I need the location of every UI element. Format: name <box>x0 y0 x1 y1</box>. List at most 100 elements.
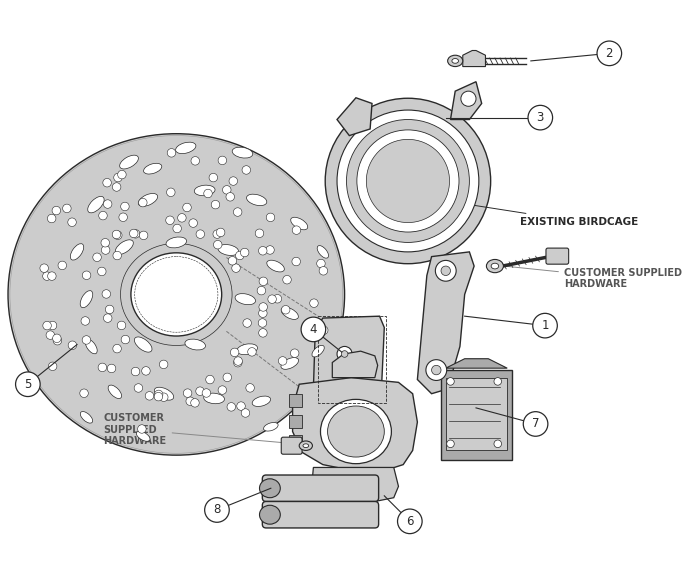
Text: CUSTOMER
SUPPLIED
HARDWARE: CUSTOMER SUPPLIED HARDWARE <box>104 413 293 446</box>
Circle shape <box>292 257 300 266</box>
Circle shape <box>53 336 62 345</box>
Ellipse shape <box>246 194 267 205</box>
Circle shape <box>266 213 274 222</box>
Text: 7: 7 <box>532 418 539 431</box>
Ellipse shape <box>260 479 280 498</box>
Circle shape <box>223 185 231 194</box>
Circle shape <box>273 295 281 303</box>
Circle shape <box>113 251 122 260</box>
Circle shape <box>204 189 212 198</box>
Circle shape <box>211 200 220 209</box>
Ellipse shape <box>452 59 458 63</box>
Circle shape <box>232 264 240 273</box>
Circle shape <box>107 364 116 373</box>
Circle shape <box>242 166 251 174</box>
Circle shape <box>102 246 110 254</box>
Ellipse shape <box>299 441 312 451</box>
Circle shape <box>82 336 91 344</box>
Circle shape <box>186 397 195 406</box>
Circle shape <box>292 226 301 234</box>
Bar <box>446 378 508 451</box>
Circle shape <box>447 440 454 448</box>
Ellipse shape <box>237 344 258 354</box>
Circle shape <box>309 299 318 307</box>
Text: 3: 3 <box>537 111 544 124</box>
Circle shape <box>241 409 250 417</box>
Bar <box>441 370 512 460</box>
Circle shape <box>301 317 326 342</box>
Circle shape <box>113 174 122 182</box>
Circle shape <box>58 261 66 270</box>
Circle shape <box>258 246 267 255</box>
Ellipse shape <box>337 110 479 252</box>
Circle shape <box>132 367 140 376</box>
Circle shape <box>189 219 197 228</box>
Bar <box>289 435 302 448</box>
Circle shape <box>52 334 61 343</box>
Circle shape <box>234 358 242 367</box>
Ellipse shape <box>281 307 298 319</box>
Ellipse shape <box>88 196 104 213</box>
Circle shape <box>216 228 225 237</box>
Ellipse shape <box>235 294 256 304</box>
Circle shape <box>256 229 264 237</box>
Circle shape <box>40 264 48 273</box>
Circle shape <box>145 391 154 400</box>
Circle shape <box>597 41 622 65</box>
Circle shape <box>118 170 126 179</box>
Circle shape <box>258 309 267 318</box>
Circle shape <box>432 365 441 375</box>
Ellipse shape <box>154 387 174 400</box>
Ellipse shape <box>303 444 309 448</box>
Circle shape <box>183 203 191 212</box>
Circle shape <box>48 362 57 370</box>
Circle shape <box>62 204 71 213</box>
Polygon shape <box>293 378 417 472</box>
Circle shape <box>104 314 112 323</box>
Circle shape <box>104 200 112 208</box>
Circle shape <box>319 326 328 335</box>
Circle shape <box>230 348 239 357</box>
Circle shape <box>233 208 242 216</box>
Circle shape <box>113 183 121 191</box>
Circle shape <box>196 230 204 238</box>
Polygon shape <box>417 252 474 394</box>
Ellipse shape <box>108 385 122 398</box>
Circle shape <box>167 188 175 196</box>
Polygon shape <box>332 351 378 378</box>
Circle shape <box>257 286 265 295</box>
Circle shape <box>132 229 140 238</box>
Circle shape <box>160 360 168 369</box>
Circle shape <box>223 373 232 382</box>
Circle shape <box>191 156 200 165</box>
Ellipse shape <box>134 337 152 352</box>
Circle shape <box>226 192 234 201</box>
Circle shape <box>461 91 476 106</box>
Polygon shape <box>446 358 508 368</box>
Circle shape <box>130 229 138 238</box>
Circle shape <box>524 411 548 436</box>
Circle shape <box>228 257 237 265</box>
Text: CUSTOMER SUPPLIED
HARDWARE: CUSTOMER SUPPLIED HARDWARE <box>498 265 682 289</box>
Circle shape <box>121 335 130 344</box>
FancyBboxPatch shape <box>546 248 568 264</box>
Circle shape <box>173 224 181 233</box>
Circle shape <box>494 440 501 448</box>
Text: 8: 8 <box>214 504 220 517</box>
Polygon shape <box>451 82 482 119</box>
Circle shape <box>268 295 277 303</box>
Circle shape <box>248 348 256 356</box>
Circle shape <box>316 259 326 268</box>
Circle shape <box>15 372 40 397</box>
Circle shape <box>52 207 61 215</box>
Circle shape <box>243 319 251 327</box>
Circle shape <box>138 424 146 433</box>
Ellipse shape <box>321 399 391 464</box>
Text: EXISTING BIRDCAGE: EXISTING BIRDCAGE <box>430 199 638 226</box>
Ellipse shape <box>71 244 84 260</box>
Ellipse shape <box>120 155 139 169</box>
Ellipse shape <box>267 260 284 272</box>
Circle shape <box>139 199 147 207</box>
Circle shape <box>120 202 130 211</box>
Polygon shape <box>463 51 486 67</box>
